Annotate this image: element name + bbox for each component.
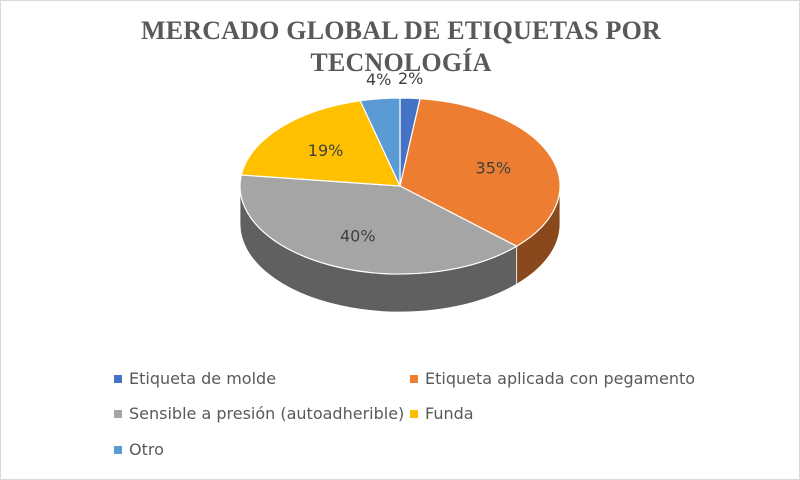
pie-slice-funda[interactable]: [240, 100, 401, 187]
legend-item-otro[interactable]: Otro: [114, 440, 164, 460]
legend-swatch: [114, 410, 122, 418]
data-label-etiqueta-de-molde: 2%: [398, 69, 423, 88]
legend-swatch: [114, 446, 122, 454]
legend-label: Etiqueta aplicada con pegamento: [425, 369, 696, 388]
legend-swatch: [410, 375, 418, 383]
chart-title: MERCADO GLOBAL DE ETIQUETAS POR TECNOLOG…: [1, 15, 800, 79]
data-label-funda: 19%: [308, 141, 344, 160]
legend-item-etiqueta-aplicada[interactable]: Etiqueta aplicada con pegamento: [410, 369, 695, 389]
legend-swatch: [114, 375, 122, 383]
pie-slice-otro[interactable]: [359, 97, 401, 187]
data-label-etiqueta-aplicada-con-pegamento: 35%: [476, 159, 512, 178]
chart-title-line-1: MERCADO GLOBAL DE ETIQUETAS POR: [140, 16, 662, 45]
legend-item-sensible-a-presion[interactable]: Sensible a presión (autoadherible): [114, 404, 404, 424]
legend-label: Etiqueta de molde: [129, 369, 277, 388]
pie-data-labels: 2% 35% 40% 19% 4%: [308, 69, 511, 245]
legend-label: Sensible a presión (autoadherible): [129, 404, 405, 423]
legend-swatch: [410, 410, 418, 418]
legend-item-etiqueta-de-molde[interactable]: Etiqueta de molde: [114, 369, 276, 389]
data-label-sensible-a-presion-autoadherible: 40%: [340, 226, 376, 245]
data-label-otro: 4%: [366, 70, 391, 89]
legend-item-funda[interactable]: Funda: [410, 404, 474, 424]
chart-title-line-2: TECNOLOGÍA: [310, 48, 492, 77]
pie-slice-etiqueta-aplicada-con-pegamento[interactable]: [399, 98, 561, 247]
legend-label: Otro: [129, 440, 164, 459]
pie-slice-sensible-a-presion-autoadherible[interactable]: [239, 174, 518, 275]
legend-label: Funda: [425, 404, 474, 423]
pie-slices: [239, 97, 561, 275]
